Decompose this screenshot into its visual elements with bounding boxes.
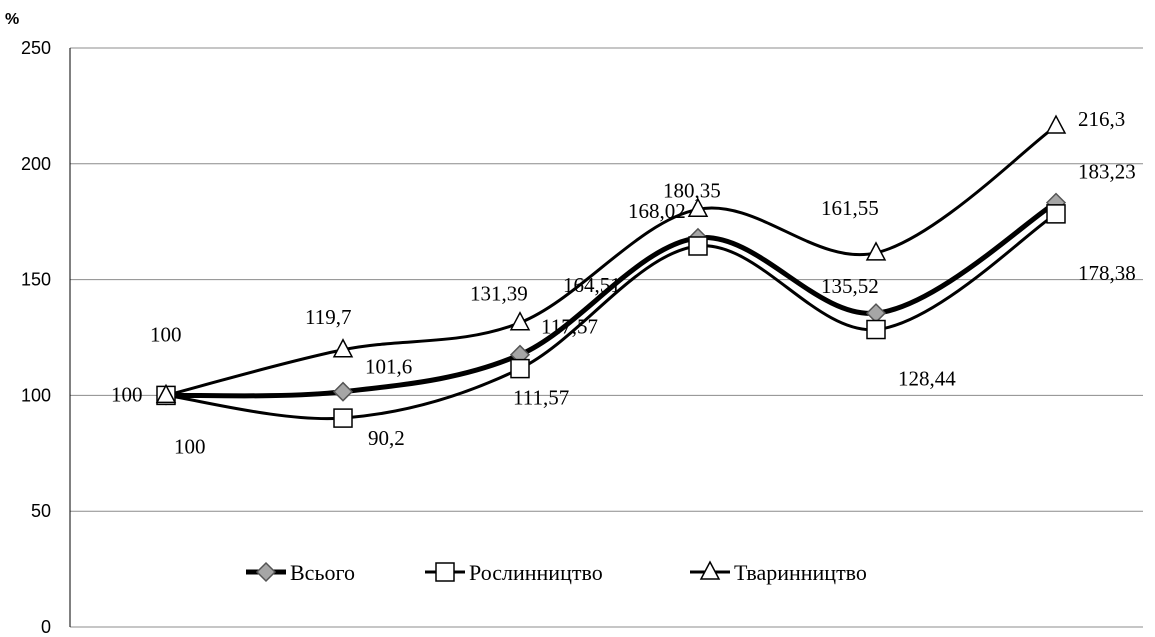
data-label: 100 [150, 322, 182, 346]
legend: Всього Рослинництво Тваринництво [246, 560, 867, 585]
data-labels: 100 101,6 117,57 168,02 135,52 183,23 100 90,2 1… [111, 107, 1136, 458]
legend-marker-square [435, 562, 455, 582]
legend-label: Рослинництво [469, 560, 603, 585]
y-tick-label: 200 [21, 154, 51, 174]
data-point-triangle [865, 241, 887, 261]
data-label: 180,35 [663, 178, 721, 202]
y-axis-unit-label: % [5, 11, 19, 28]
data-label: 101,6 [365, 355, 412, 379]
y-tick-label: 0 [41, 617, 51, 637]
y-tick-label: 150 [21, 270, 51, 290]
data-point-square [510, 358, 530, 379]
data-label: 111,57 [513, 386, 569, 410]
data-point-diamond [332, 381, 354, 402]
data-point-triangle [509, 311, 531, 331]
data-label: 90,2 [368, 426, 405, 450]
data-point-square [688, 236, 708, 256]
data-label: 100 [111, 382, 143, 406]
series-line-diamond [165, 200, 1058, 399]
legend-marker-triangle [699, 560, 721, 580]
data-label: 100 [174, 434, 206, 458]
data-point-triangle [332, 338, 354, 358]
data-point-square [1046, 204, 1066, 224]
data-point-diamond [865, 303, 887, 324]
series-lines [165, 124, 1058, 421]
y-tick-labels: 0 50 100 150 200 250 [21, 38, 51, 637]
series-line-triangle [165, 124, 1057, 397]
data-label: 178,38 [1078, 261, 1136, 285]
data-label: 164,51 [563, 273, 621, 297]
data-label: 131,39 [470, 282, 528, 306]
data-point-triangle [1045, 114, 1067, 134]
data-label: 128,44 [898, 367, 956, 391]
y-tick-label: 50 [31, 501, 51, 521]
y-tick-label: 100 [21, 385, 51, 405]
y-tick-label: 250 [21, 38, 51, 58]
legend-label: Тваринництво [734, 560, 867, 585]
data-label: 117,57 [541, 315, 598, 339]
data-label: 168,02 [628, 199, 686, 223]
data-label: 119,7 [305, 305, 351, 329]
series-line-square [165, 212, 1057, 421]
legend-label: Всього [290, 560, 355, 585]
data-point-square [866, 319, 886, 340]
data-label: 161,55 [821, 196, 879, 220]
gridlines [70, 47, 1143, 628]
data-point-triangle [155, 383, 177, 404]
legend-marker-diamond [255, 561, 277, 583]
data-label: 135,52 [821, 274, 879, 298]
series-markers [155, 114, 1067, 428]
data-point-triangle [687, 197, 709, 218]
data-label: 216,3 [1078, 107, 1125, 131]
data-point-square [333, 408, 353, 428]
data-label: 183,23 [1078, 160, 1136, 184]
